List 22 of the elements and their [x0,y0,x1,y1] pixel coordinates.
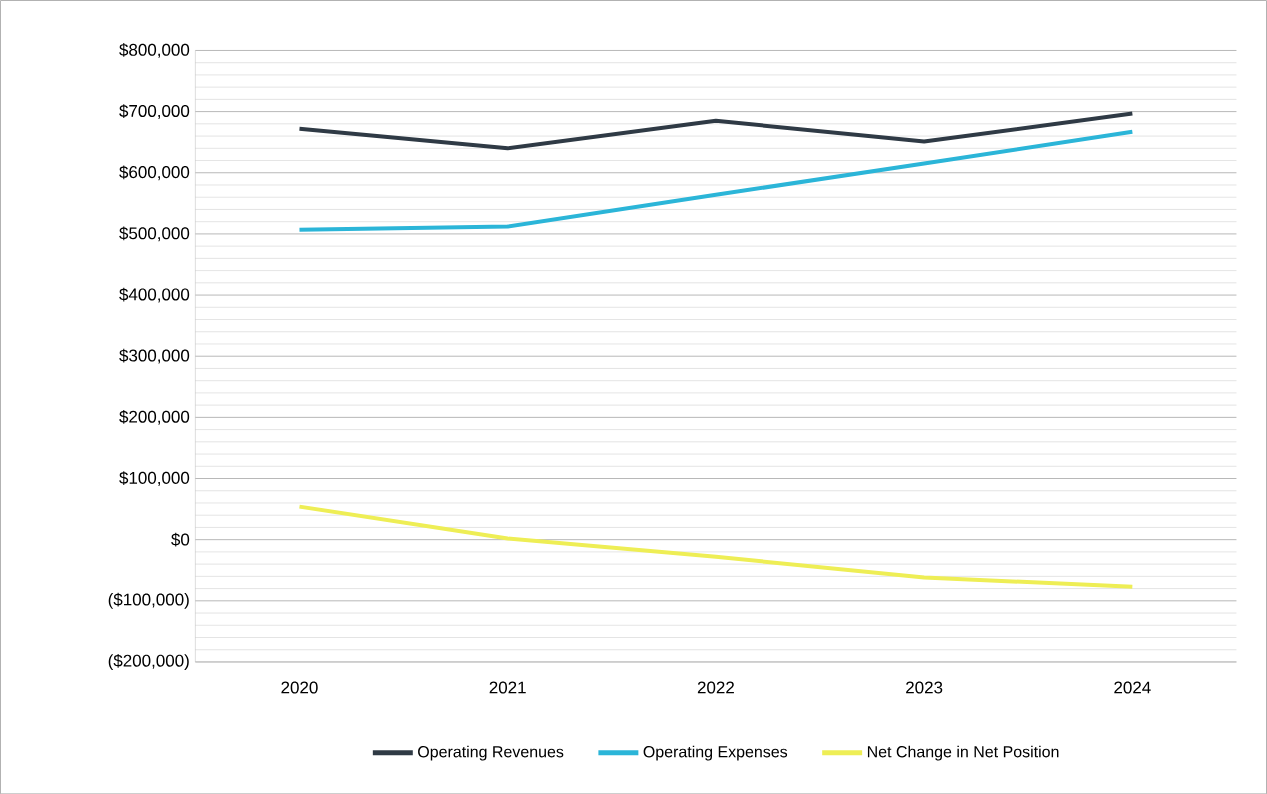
y-tick-label: $600,000 [119,165,190,180]
line-series [297,129,1135,232]
y-tick-label: $0 [171,532,190,547]
x-tick-label: 2021 [489,681,526,694]
y-tick-label: ($100,000) [108,592,189,609]
x-tick-label: 2020 [281,681,318,694]
x-tick-label: 2023 [906,681,943,694]
x-tick-label: 2022 [697,681,734,694]
y-tick-label: $300,000 [119,348,190,364]
y-tick-label: $200,000 [119,409,190,425]
legend-label: Operating Expenses [643,745,788,761]
y-tick-label: $400,000 [119,287,190,303]
y-tick-label: $800,000 [119,42,190,58]
legend-label: Net Change in Net Position [867,745,1059,761]
legend-label: Operating Revenues [418,745,564,761]
y-tick-label: $500,000 [119,226,190,242]
x-tick-label: 2024 [1114,681,1151,694]
line-series [297,111,1135,151]
line-series [297,504,1135,589]
y-tick-label: $700,000 [119,104,190,119]
y-tick-label: $100,000 [119,470,190,486]
y-tick-label: ($200,000) [108,653,189,670]
